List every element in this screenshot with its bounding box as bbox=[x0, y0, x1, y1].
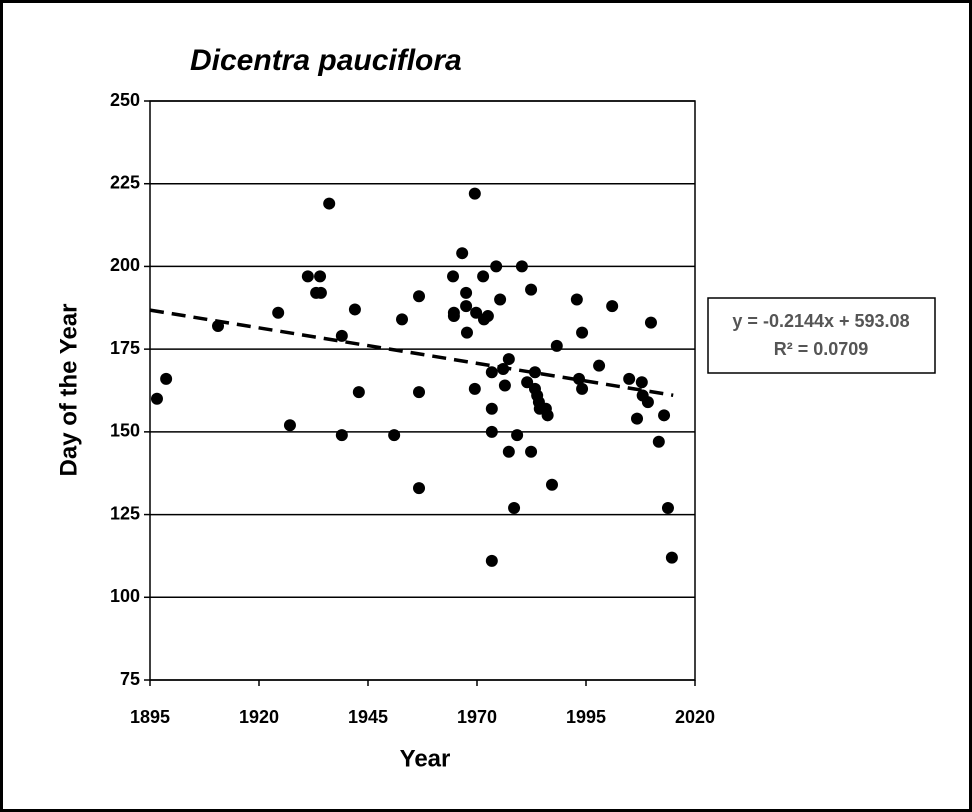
point bbox=[635, 376, 648, 389]
point bbox=[570, 293, 583, 306]
x-tick-label: 1970 bbox=[457, 707, 497, 727]
point bbox=[413, 386, 426, 399]
point bbox=[521, 376, 534, 389]
point bbox=[447, 310, 460, 323]
point bbox=[515, 260, 528, 273]
point bbox=[502, 353, 515, 366]
point bbox=[314, 286, 327, 299]
y-tick-label: 75 bbox=[120, 669, 140, 689]
point bbox=[541, 409, 554, 422]
point bbox=[485, 402, 498, 415]
point bbox=[525, 445, 538, 458]
point bbox=[485, 366, 498, 379]
point bbox=[447, 270, 460, 283]
point bbox=[413, 290, 426, 303]
point bbox=[335, 329, 348, 342]
point bbox=[481, 310, 494, 323]
point bbox=[160, 372, 173, 385]
point bbox=[576, 326, 589, 339]
point bbox=[468, 187, 481, 200]
point bbox=[477, 270, 490, 283]
y-tick-label: 250 bbox=[110, 90, 140, 110]
y-tick-label: 150 bbox=[110, 421, 140, 441]
trendline-equation: y = -0.2144x + 593.08 bbox=[732, 311, 909, 331]
point bbox=[665, 551, 678, 564]
point bbox=[652, 435, 665, 448]
point bbox=[623, 372, 636, 385]
y-tick-label: 125 bbox=[110, 503, 140, 523]
point bbox=[301, 270, 314, 283]
point bbox=[396, 313, 409, 326]
trendline bbox=[149, 308, 674, 397]
point bbox=[494, 293, 507, 306]
point bbox=[511, 429, 524, 442]
x-tick-label: 2020 bbox=[675, 707, 715, 727]
point bbox=[456, 247, 469, 260]
y-tick-label: 225 bbox=[110, 172, 140, 192]
point bbox=[528, 366, 541, 379]
chart-title: Dicentra pauciflora bbox=[190, 44, 462, 77]
point bbox=[283, 419, 296, 432]
point bbox=[470, 306, 483, 319]
point bbox=[658, 409, 671, 422]
plot-area bbox=[149, 100, 696, 681]
point bbox=[485, 425, 498, 438]
point bbox=[498, 379, 511, 392]
y-tick-label: 175 bbox=[110, 338, 140, 358]
y-axis-label: Day of the Year bbox=[55, 304, 82, 477]
point bbox=[661, 501, 674, 514]
point bbox=[352, 386, 365, 399]
point bbox=[323, 197, 336, 210]
point bbox=[525, 283, 538, 296]
point bbox=[576, 382, 589, 395]
point bbox=[468, 382, 481, 395]
point bbox=[508, 501, 521, 514]
point bbox=[460, 286, 473, 299]
point bbox=[460, 326, 473, 339]
y-tick-label: 200 bbox=[110, 255, 140, 275]
point bbox=[606, 300, 619, 313]
point bbox=[573, 372, 586, 385]
point bbox=[150, 392, 163, 405]
point bbox=[335, 429, 348, 442]
point bbox=[644, 316, 657, 329]
trendline-label-box bbox=[707, 297, 936, 374]
trendline-r2: R² = 0.0709 bbox=[774, 339, 869, 359]
y-tick-label: 100 bbox=[110, 586, 140, 606]
point bbox=[388, 429, 401, 442]
point bbox=[502, 445, 515, 458]
x-tick-label: 1895 bbox=[130, 707, 170, 727]
x-tick-label: 1995 bbox=[566, 707, 606, 727]
x-tick-label: 1920 bbox=[239, 707, 279, 727]
point bbox=[314, 270, 327, 283]
point bbox=[272, 306, 285, 319]
point bbox=[485, 554, 498, 567]
point bbox=[593, 359, 606, 372]
point bbox=[490, 260, 503, 273]
point bbox=[550, 339, 563, 352]
point bbox=[631, 412, 644, 425]
x-axis-label: Year bbox=[400, 745, 451, 772]
point bbox=[641, 396, 654, 409]
x-tick-label: 1945 bbox=[348, 707, 388, 727]
point bbox=[348, 303, 361, 316]
point bbox=[413, 482, 426, 495]
point bbox=[545, 478, 558, 491]
point bbox=[460, 300, 473, 313]
